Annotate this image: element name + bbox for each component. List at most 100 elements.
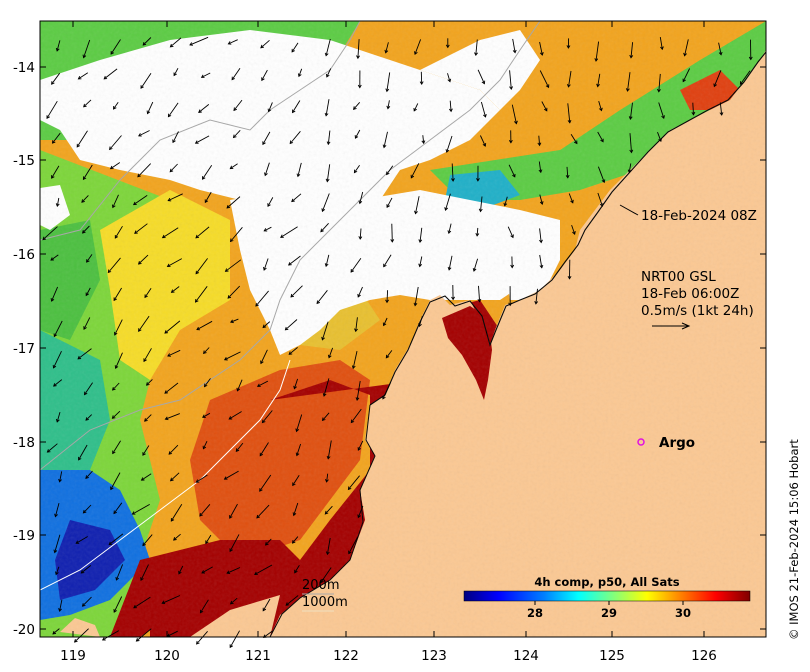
current-arrow	[597, 192, 603, 207]
current-arrow	[541, 101, 548, 112]
current-arrow	[51, 286, 59, 302]
current-arrow	[75, 536, 88, 544]
current-arrowhead	[164, 330, 169, 334]
plot-frame	[39, 20, 767, 638]
current-arrow	[168, 102, 179, 117]
current-arrow	[74, 628, 89, 643]
current-arrowhead	[170, 517, 175, 522]
x-axis: 119 120 121 122 123 124 125 126	[60, 21, 717, 664]
current-arrowhead	[324, 52, 329, 57]
current-arrowhead	[254, 571, 258, 576]
current-arrowhead	[413, 302, 418, 307]
current-arrow	[133, 596, 151, 609]
current-arrowhead	[55, 418, 60, 423]
current-arrowhead	[476, 178, 480, 182]
current-arrowhead	[357, 293, 361, 298]
current-arrowhead	[77, 76, 82, 80]
colorbar	[463, 590, 751, 602]
current-arrow	[132, 504, 150, 515]
current-arrow	[55, 566, 60, 575]
y-tick-label: -14	[13, 60, 35, 76]
current-arrow	[109, 135, 122, 150]
current-arrow	[225, 259, 242, 272]
current-arrowhead	[543, 107, 548, 112]
current-arrow	[170, 472, 180, 482]
current-arrowhead	[599, 203, 604, 207]
current-arrow	[539, 254, 543, 268]
current-arrowhead	[78, 456, 82, 461]
current-arrow	[112, 410, 121, 419]
current-arrowhead	[199, 609, 204, 614]
current-arrowhead	[108, 541, 113, 546]
current-arrow	[630, 42, 634, 58]
current-arrowhead	[260, 44, 264, 49]
current-arrowhead	[199, 512, 203, 517]
current-arrowhead	[320, 579, 324, 584]
current-arrowhead	[76, 143, 81, 148]
current-arrow	[144, 288, 152, 298]
current-arrow	[85, 287, 91, 296]
current-arrowhead	[355, 397, 360, 401]
current-arrow	[350, 408, 362, 423]
current-arrow	[475, 39, 478, 56]
current-arrowhead	[566, 84, 571, 88]
current-arrowhead	[324, 112, 329, 117]
current-arrow	[78, 444, 88, 461]
current-arrow	[115, 564, 124, 581]
current-arrowhead	[350, 419, 355, 424]
current-arrow	[414, 39, 422, 55]
current-arrowhead	[169, 43, 174, 48]
current-arrowhead	[265, 541, 269, 546]
current-arrowhead	[691, 111, 696, 116]
current-arrowhead	[82, 54, 87, 59]
current-arrow	[113, 596, 123, 613]
current-arrowhead	[169, 477, 174, 482]
current-arrow	[82, 225, 90, 234]
current-arrow	[168, 444, 179, 455]
current-arrow	[285, 319, 298, 331]
current-arrowhead	[385, 299, 389, 304]
current-arrowhead	[81, 603, 86, 607]
current-arrow	[54, 502, 60, 517]
current-arrow	[355, 317, 358, 332]
current-arrowhead	[229, 319, 234, 324]
current-arrowhead	[263, 228, 268, 232]
current-arrow	[134, 223, 148, 234]
current-arrow	[357, 39, 360, 59]
current-arrow	[415, 196, 420, 214]
current-arrow	[262, 598, 271, 611]
current-arrow	[113, 502, 123, 514]
current-arrow	[47, 443, 58, 453]
current-arrow	[230, 227, 243, 242]
current-arrowhead	[267, 108, 272, 113]
current-arrowhead	[512, 49, 517, 54]
x-tick-label: 122	[333, 648, 359, 664]
current-arrow	[359, 191, 364, 204]
current-arrowhead	[83, 326, 87, 330]
current-arrow	[386, 197, 393, 208]
current-arrowhead	[164, 416, 169, 421]
current-arrowhead	[292, 512, 297, 517]
current-arrow	[137, 163, 152, 178]
current-arrow	[201, 566, 213, 574]
current-arrow	[142, 445, 150, 456]
current-arrow	[113, 287, 122, 301]
current-arrow	[233, 129, 241, 138]
current-arrowhead	[233, 107, 237, 112]
current-arrowhead	[291, 48, 295, 53]
current-arrowhead	[58, 478, 62, 483]
current-arrow	[52, 132, 61, 144]
current-arrowhead	[232, 134, 237, 139]
current-arrow	[162, 227, 179, 239]
current-arrow	[112, 440, 121, 454]
current-arrowhead	[114, 365, 119, 369]
current-arrow	[597, 73, 601, 87]
current-arrowhead	[53, 333, 58, 338]
current-arrow	[296, 414, 303, 432]
current-arrow	[56, 411, 61, 423]
current-arrow	[628, 163, 632, 173]
current-arrow	[323, 378, 330, 397]
current-arrow	[597, 131, 604, 142]
current-arrowhead	[538, 169, 543, 174]
